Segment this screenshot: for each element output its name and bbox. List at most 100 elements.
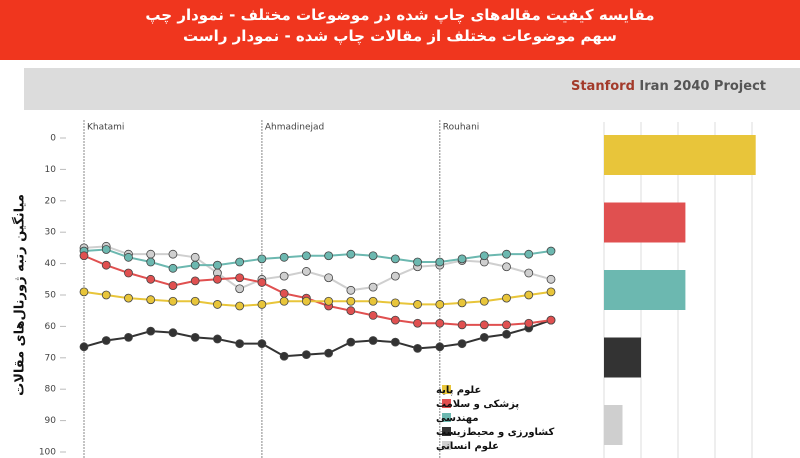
bar (604, 270, 686, 310)
legend-swatch (442, 385, 451, 394)
event-label: Khatami (87, 123, 124, 133)
point (235, 257, 245, 267)
y-tick-label: 0 (50, 134, 56, 144)
point (124, 268, 133, 278)
point (524, 249, 534, 259)
point (146, 249, 156, 259)
point (524, 318, 534, 328)
brand: Stanford Iran 2040 Project (571, 79, 766, 94)
point (324, 296, 334, 306)
point (346, 337, 356, 347)
point (101, 336, 111, 345)
point (413, 257, 422, 267)
point (213, 300, 222, 309)
legend-swatch (442, 427, 451, 436)
legend-label: مهندسی (436, 413, 479, 424)
point (546, 287, 556, 297)
point (168, 296, 178, 306)
point (168, 249, 178, 259)
series-line (83, 248, 552, 270)
point (346, 249, 356, 259)
title-line: مقایسه کیفیت مقاله‌های چاپ شده در موضوعا… (145, 6, 655, 24)
point (279, 351, 289, 361)
point (279, 289, 289, 298)
point (257, 278, 267, 287)
event-label: Rouhani (443, 123, 479, 133)
point (301, 251, 311, 261)
y-tick-label: 50 (45, 291, 57, 301)
y-tick-label: 30 (45, 228, 57, 238)
point (479, 296, 489, 306)
point (390, 315, 400, 325)
legend-label: پزشکی و سلامت (436, 399, 519, 410)
point (190, 252, 200, 262)
point (368, 311, 378, 320)
point (279, 296, 289, 306)
point (546, 315, 556, 325)
point (190, 332, 200, 342)
point (413, 343, 422, 353)
point (479, 320, 489, 330)
point (101, 290, 111, 300)
point (301, 296, 311, 306)
event-label: Ahmadinejad (265, 123, 324, 133)
point (435, 257, 445, 267)
point (257, 254, 267, 264)
point (146, 257, 156, 267)
legend-swatch (442, 413, 451, 422)
point (502, 320, 511, 330)
point (301, 350, 311, 360)
point (435, 342, 445, 352)
bar (604, 337, 641, 378)
point (368, 296, 378, 306)
point (235, 273, 245, 283)
point (546, 274, 556, 284)
series-line (83, 290, 552, 307)
y-tick-label: 90 (45, 416, 57, 426)
point (457, 254, 467, 264)
point (124, 293, 133, 303)
point (524, 268, 534, 278)
bar (604, 202, 686, 243)
point (168, 281, 178, 290)
point (279, 271, 289, 281)
point (457, 298, 467, 308)
point (368, 336, 378, 345)
title-line: سهم موضوعات مختلف از مقالات چاپ شده - نم… (183, 27, 617, 45)
point (235, 284, 245, 294)
point (257, 300, 267, 309)
y-tick-label: 60 (45, 322, 57, 332)
point (324, 251, 334, 261)
point (190, 276, 200, 286)
brand-band: Stanford Iran 2040 Project (24, 68, 800, 110)
point (79, 342, 89, 352)
legend-swatch (442, 441, 451, 450)
legend-label: علوم پایه (436, 385, 481, 396)
point (368, 282, 378, 292)
point (435, 318, 445, 328)
point (390, 337, 400, 347)
point (546, 246, 556, 256)
point (479, 251, 489, 261)
y-tick-label: 80 (45, 385, 57, 395)
legend-label: کشاورزی و محیط‌زیست (436, 427, 554, 438)
point (279, 252, 289, 262)
point (457, 339, 467, 349)
y-tick-label: 10 (45, 165, 57, 175)
bar (604, 405, 623, 445)
point (124, 252, 133, 262)
point (524, 290, 534, 300)
point (479, 332, 489, 342)
y-tick-label: 70 (45, 353, 57, 363)
banner: مقایسه کیفیت مقاله‌های چاپ شده در موضوعا… (0, 0, 800, 60)
point (146, 274, 156, 284)
point (235, 339, 245, 349)
y-tick-label: 20 (45, 196, 57, 206)
point (390, 254, 400, 264)
legend-swatch (442, 399, 451, 408)
point (457, 320, 467, 330)
point (101, 260, 111, 270)
point (502, 329, 511, 339)
